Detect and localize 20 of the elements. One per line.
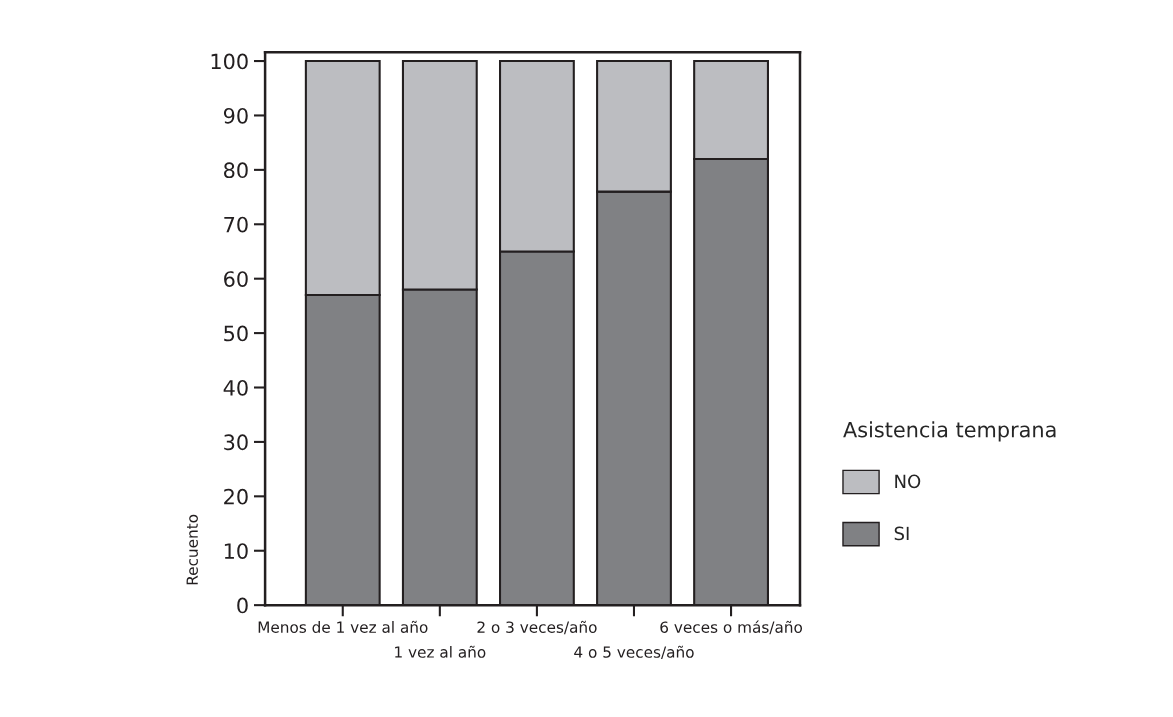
y-tick-label: 90 (223, 107, 248, 124)
y-tick-label: 80 (224, 162, 248, 179)
x-tick-label: 1 vez al año (395, 645, 486, 658)
legend-label: SI (894, 526, 909, 541)
x-tick-label: Menos de 1 vez al año (258, 620, 428, 633)
y-tick-label: 70 (224, 216, 248, 233)
y-tick-label: 100 (211, 53, 248, 70)
y-axis-title: Recuento (186, 514, 198, 585)
x-tick-label: 6 veces o más/año (660, 620, 803, 635)
y-tick-label: 10 (224, 543, 248, 559)
y-tick-label: 20 (224, 488, 248, 505)
legend-title: Asistencia temprana (843, 421, 1056, 442)
y-tick-label: 40 (223, 379, 248, 396)
y-tick-label: 0 (237, 597, 248, 614)
y-tick-label: 60 (224, 271, 248, 287)
x-tick-label: 2 o 3 veces/año (477, 620, 597, 635)
y-tick-label: 30 (224, 434, 248, 451)
legend-label: NO (895, 474, 921, 489)
y-tick-label: 50 (224, 325, 248, 342)
x-tick-label: 4 o 5 veces/año (574, 645, 694, 660)
